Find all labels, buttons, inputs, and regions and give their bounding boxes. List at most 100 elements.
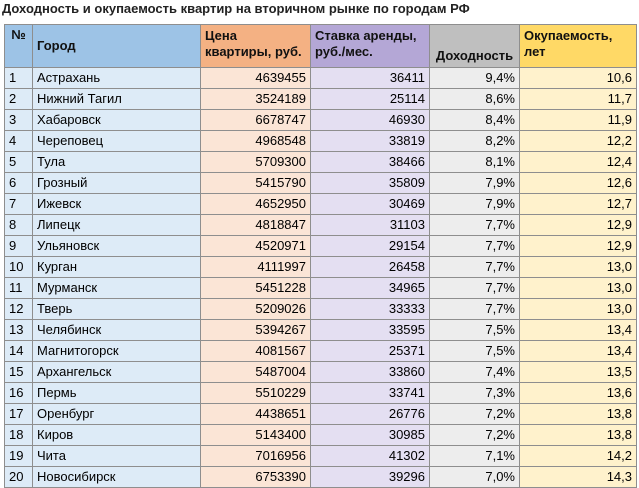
header-city[interactable]: Город <box>32 24 201 68</box>
cell-price[interactable]: 5143400 <box>200 424 311 446</box>
cell-price[interactable]: 5487004 <box>200 361 311 383</box>
cell-price[interactable]: 4081567 <box>200 340 311 362</box>
cell-payback[interactable]: 14,3 <box>519 466 637 488</box>
cell-yield[interactable]: 7,7% <box>429 298 520 320</box>
cell-yield[interactable]: 7,7% <box>429 277 520 299</box>
cell-rent[interactable]: 33741 <box>310 382 430 404</box>
cell-payback[interactable]: 12,9 <box>519 235 637 257</box>
cell-payback[interactable]: 13,0 <box>519 256 637 278</box>
cell-payback[interactable]: 13,8 <box>519 403 637 425</box>
cell-payback[interactable]: 13,6 <box>519 382 637 404</box>
header-num[interactable]: № <box>4 24 33 68</box>
cell-city[interactable]: Нижний Тагил <box>32 88 201 110</box>
cell-num[interactable]: 17 <box>4 403 33 425</box>
cell-num[interactable]: 4 <box>4 130 33 152</box>
cell-yield[interactable]: 7,3% <box>429 382 520 404</box>
cell-payback[interactable]: 13,0 <box>519 298 637 320</box>
cell-yield[interactable]: 7,5% <box>429 340 520 362</box>
cell-rent[interactable]: 33819 <box>310 130 430 152</box>
cell-rent[interactable]: 25371 <box>310 340 430 362</box>
cell-yield[interactable]: 7,7% <box>429 235 520 257</box>
cell-yield[interactable]: 7,7% <box>429 214 520 236</box>
cell-city[interactable]: Астрахань <box>32 67 201 89</box>
cell-num[interactable]: 11 <box>4 277 33 299</box>
cell-rent[interactable]: 46930 <box>310 109 430 131</box>
cell-price[interactable]: 5510229 <box>200 382 311 404</box>
cell-num[interactable]: 18 <box>4 424 33 446</box>
cell-num[interactable]: 12 <box>4 298 33 320</box>
cell-city[interactable]: Липецк <box>32 214 201 236</box>
cell-rent[interactable]: 31103 <box>310 214 430 236</box>
cell-rent[interactable]: 29154 <box>310 235 430 257</box>
cell-yield[interactable]: 7,2% <box>429 403 520 425</box>
cell-city[interactable]: Пермь <box>32 382 201 404</box>
cell-payback[interactable]: 12,6 <box>519 172 637 194</box>
cell-payback[interactable]: 12,2 <box>519 130 637 152</box>
cell-city[interactable]: Оренбург <box>32 403 201 425</box>
cell-price[interactable]: 6678747 <box>200 109 311 131</box>
cell-city[interactable]: Хабаровск <box>32 109 201 131</box>
cell-price[interactable]: 4639455 <box>200 67 311 89</box>
cell-rent[interactable]: 26458 <box>310 256 430 278</box>
cell-payback[interactable]: 13,0 <box>519 277 637 299</box>
cell-price[interactable]: 4818847 <box>200 214 311 236</box>
cell-city[interactable]: Киров <box>32 424 201 446</box>
cell-price[interactable]: 4520971 <box>200 235 311 257</box>
cell-price[interactable]: 4968548 <box>200 130 311 152</box>
cell-city[interactable]: Курган <box>32 256 201 278</box>
cell-num[interactable]: 1 <box>4 67 33 89</box>
cell-rent[interactable]: 34965 <box>310 277 430 299</box>
cell-num[interactable]: 15 <box>4 361 33 383</box>
cell-yield[interactable]: 7,9% <box>429 172 520 194</box>
cell-payback[interactable]: 13,8 <box>519 424 637 446</box>
cell-payback[interactable]: 12,9 <box>519 214 637 236</box>
cell-yield[interactable]: 7,0% <box>429 466 520 488</box>
cell-city[interactable]: Новосибирск <box>32 466 201 488</box>
cell-rent[interactable]: 30469 <box>310 193 430 215</box>
header-rent[interactable]: Ставка аренды, руб./мес. <box>310 24 430 68</box>
cell-price[interactable]: 5709300 <box>200 151 311 173</box>
cell-payback[interactable]: 11,9 <box>519 109 637 131</box>
cell-num[interactable]: 16 <box>4 382 33 404</box>
cell-yield[interactable]: 7,1% <box>429 445 520 467</box>
cell-payback[interactable]: 10,6 <box>519 67 637 89</box>
cell-yield[interactable]: 8,4% <box>429 109 520 131</box>
cell-rent[interactable]: 36411 <box>310 67 430 89</box>
cell-city[interactable]: Ижевск <box>32 193 201 215</box>
cell-price[interactable]: 5209026 <box>200 298 311 320</box>
cell-city[interactable]: Челябинск <box>32 319 201 341</box>
cell-rent[interactable]: 33333 <box>310 298 430 320</box>
cell-rent[interactable]: 33595 <box>310 319 430 341</box>
cell-price[interactable]: 5394267 <box>200 319 311 341</box>
cell-city[interactable]: Грозный <box>32 172 201 194</box>
cell-payback[interactable]: 14,2 <box>519 445 637 467</box>
cell-payback[interactable]: 12,4 <box>519 151 637 173</box>
cell-price[interactable]: 6753390 <box>200 466 311 488</box>
cell-yield[interactable]: 8,2% <box>429 130 520 152</box>
cell-yield[interactable]: 8,6% <box>429 88 520 110</box>
cell-num[interactable]: 3 <box>4 109 33 131</box>
cell-payback[interactable]: 12,7 <box>519 193 637 215</box>
cell-rent[interactable]: 35809 <box>310 172 430 194</box>
cell-city[interactable]: Череповец <box>32 130 201 152</box>
cell-yield[interactable]: 7,5% <box>429 319 520 341</box>
cell-price[interactable]: 4438651 <box>200 403 311 425</box>
cell-price[interactable]: 4111997 <box>200 256 311 278</box>
cell-rent[interactable]: 41302 <box>310 445 430 467</box>
cell-city[interactable]: Ульяновск <box>32 235 201 257</box>
header-price[interactable]: Цена квартиры, руб. <box>200 24 311 68</box>
cell-city[interactable]: Тула <box>32 151 201 173</box>
header-yield[interactable]: Доходность <box>429 24 520 68</box>
cell-price[interactable]: 7016956 <box>200 445 311 467</box>
cell-rent[interactable]: 33860 <box>310 361 430 383</box>
cell-city[interactable]: Чита <box>32 445 201 467</box>
cell-num[interactable]: 7 <box>4 193 33 215</box>
cell-price[interactable]: 3524189 <box>200 88 311 110</box>
cell-num[interactable]: 8 <box>4 214 33 236</box>
cell-rent[interactable]: 26776 <box>310 403 430 425</box>
cell-num[interactable]: 5 <box>4 151 33 173</box>
cell-num[interactable]: 13 <box>4 319 33 341</box>
cell-num[interactable]: 14 <box>4 340 33 362</box>
header-payback[interactable]: Окупаемость, лет <box>519 24 637 68</box>
cell-yield[interactable]: 9,4% <box>429 67 520 89</box>
